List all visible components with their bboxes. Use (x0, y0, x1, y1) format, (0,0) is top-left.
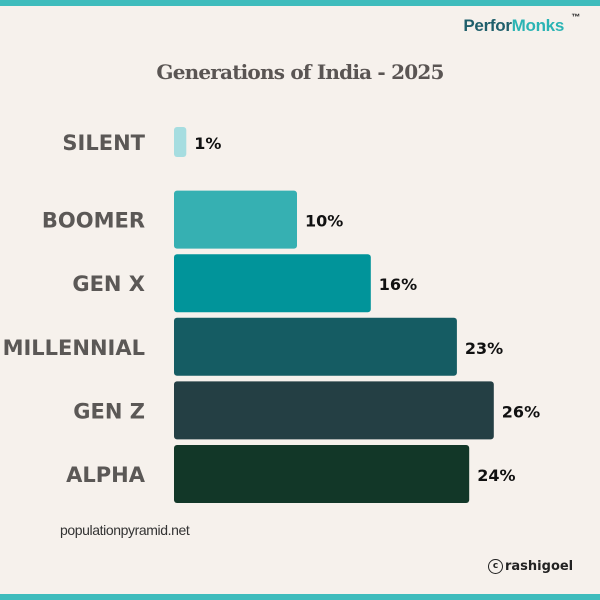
bar-alpha (174, 445, 470, 503)
category-label: GEN X (72, 272, 145, 296)
author-handle: c rashigoel (488, 559, 573, 574)
trademark-mark: ™ (571, 12, 580, 22)
bar-gen-z (174, 381, 494, 440)
brand-logo-part2: Monks (511, 16, 565, 35)
value-label: 1% (194, 134, 221, 153)
category-label: BOOMER (42, 209, 145, 233)
chart-title: Generations of India - 2025 (156, 60, 444, 84)
value-label: 16% (379, 275, 417, 294)
brand-logo: PerforMonks ™ (463, 12, 580, 36)
top-accent-bar (0, 0, 600, 6)
value-label: 23% (465, 339, 503, 358)
value-label: 26% (502, 402, 540, 421)
category-label: ALPHA (66, 463, 146, 487)
copyright-icon: c (488, 559, 503, 574)
source-credit: populationpyramid.net (60, 522, 190, 538)
category-label: SILENT (62, 131, 145, 155)
author-handle-text: rashigoel (505, 559, 574, 574)
bar-silent (174, 127, 187, 157)
bar-gen-x (174, 254, 371, 313)
value-label: 10% (305, 212, 343, 231)
bar-millennial (174, 317, 457, 376)
category-label: MILLENNIAL (3, 336, 145, 360)
bar-boomer (174, 190, 297, 249)
category-label: GEN Z (73, 399, 145, 423)
brand-logo-part1: Perfor (463, 16, 512, 35)
value-label: 24% (477, 466, 515, 485)
bottom-accent-bar (0, 594, 600, 600)
